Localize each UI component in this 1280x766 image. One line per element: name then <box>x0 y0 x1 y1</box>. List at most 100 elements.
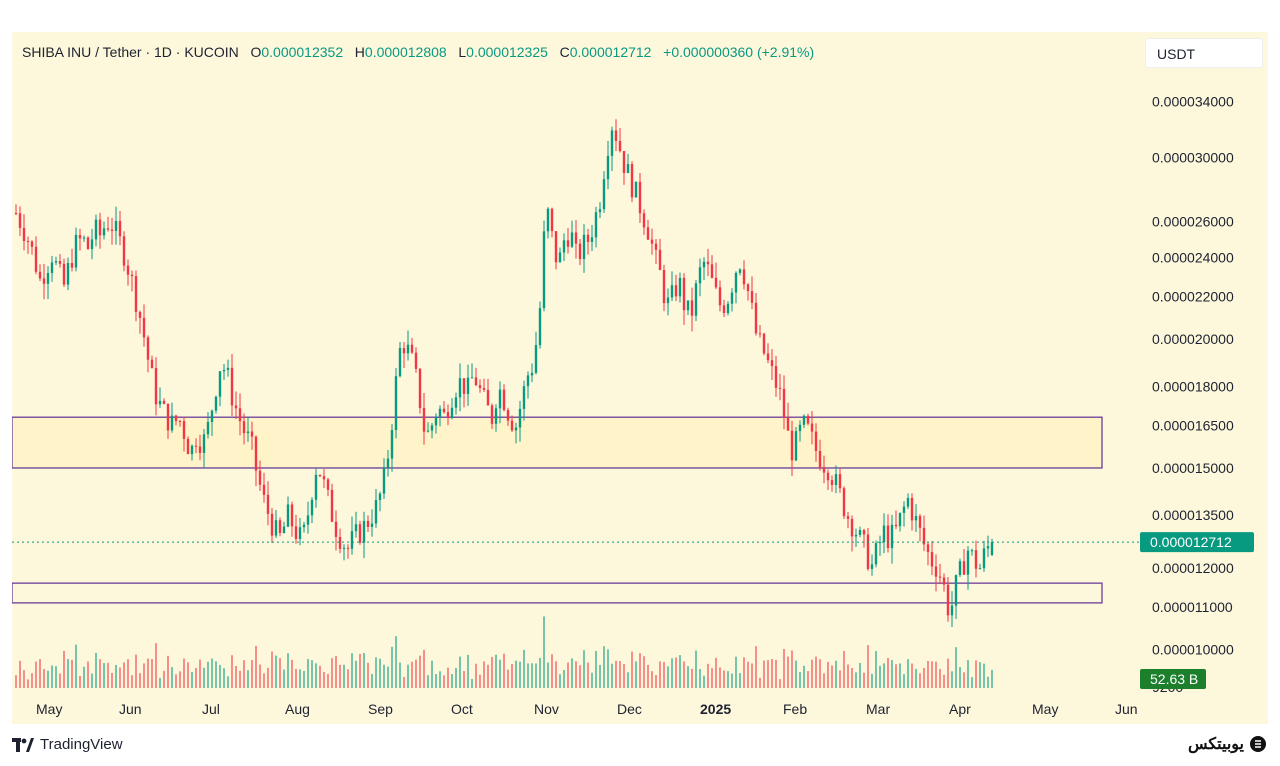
chart-panel[interactable]: 0.000034000 0.000030000 0.000026000 0.00002… <box>12 32 1268 724</box>
volume-bar <box>351 653 353 688</box>
volume-bar <box>171 667 173 688</box>
volume-bar <box>803 665 805 688</box>
candle-body <box>966 550 970 575</box>
candle-body <box>882 525 886 543</box>
candle-body <box>282 526 286 534</box>
candle-body <box>66 262 70 285</box>
candle-body <box>298 527 302 539</box>
candle-body <box>638 181 642 214</box>
candle-body <box>46 273 50 284</box>
change-value: +0.000000360 (+2.91%) <box>663 44 815 60</box>
candle-body <box>350 531 354 549</box>
candle-body <box>262 484 266 495</box>
volume-bar <box>227 676 229 688</box>
volume-bar <box>591 672 593 688</box>
volume-bar <box>467 654 469 688</box>
candle-body <box>558 252 562 263</box>
volume-bar <box>503 653 505 688</box>
candle-body <box>878 542 882 544</box>
candle-body <box>358 524 362 543</box>
symbol-name[interactable]: SHIBA INU / Tether · 1D · KUCOIN <box>22 44 239 60</box>
volume-bar <box>211 658 213 688</box>
candle-body <box>454 397 458 408</box>
volume-bar <box>955 647 957 688</box>
candle-body <box>666 297 670 304</box>
volume-bar <box>723 670 725 688</box>
candle-body <box>970 550 974 552</box>
volume-bar <box>191 671 193 688</box>
candle-body <box>430 425 434 431</box>
candle-body <box>562 240 566 253</box>
candle-body <box>118 220 122 237</box>
currency-selector[interactable]: USDT <box>1145 38 1263 68</box>
candle-body <box>330 489 334 522</box>
candle-body <box>774 366 778 388</box>
volume-bar <box>795 660 797 688</box>
volume-bar <box>551 654 553 688</box>
candle-body <box>630 164 634 198</box>
candle-body <box>526 375 530 387</box>
candle-body <box>626 164 630 174</box>
candle-body <box>950 605 954 616</box>
open-label: O <box>250 44 262 60</box>
candle-body <box>398 348 402 377</box>
volume-bar <box>991 669 993 688</box>
x-tick-label: May <box>1032 701 1058 717</box>
volume-bar <box>387 666 389 688</box>
candle-body <box>318 474 322 477</box>
x-tick-label: Feb <box>783 701 807 717</box>
candle-body <box>850 518 854 537</box>
watermark-text: یوبیتکس <box>1187 736 1244 753</box>
zone-rectangle <box>12 416 1103 469</box>
candle-body <box>550 208 554 232</box>
volume-bar <box>611 663 613 688</box>
candle-body <box>114 220 118 231</box>
candle-body <box>74 234 78 268</box>
x-tick-label: Jun <box>1115 701 1138 717</box>
volume-bar <box>343 664 345 688</box>
volume-bar <box>535 663 537 688</box>
candle-body <box>334 521 338 537</box>
volume-bar <box>459 656 461 688</box>
volume-bar <box>583 650 585 688</box>
x-tick-label: May <box>36 701 62 717</box>
candle-body <box>142 317 146 338</box>
candle-body <box>574 232 578 244</box>
candle-body <box>338 536 342 549</box>
candle-body <box>110 229 114 231</box>
volume-bar <box>879 665 881 688</box>
volume-bar <box>303 670 305 688</box>
volume-bar <box>331 658 333 688</box>
volume-bar <box>755 646 757 688</box>
volume-bar <box>623 664 625 688</box>
volume-bar <box>531 663 533 688</box>
volume-bar <box>431 660 433 688</box>
candle-body <box>922 527 926 545</box>
volume-bar <box>455 667 457 688</box>
volume-bar <box>907 659 909 688</box>
x-tick-label: Jun <box>119 701 142 717</box>
candle-body <box>106 228 110 230</box>
volume-bar <box>787 656 789 688</box>
volume-bar <box>899 663 901 688</box>
volume-bar <box>943 674 945 688</box>
volume-tag <box>1140 669 1206 689</box>
volume-bar <box>719 667 721 688</box>
candle-body <box>230 367 234 406</box>
high-label: H <box>354 44 365 60</box>
candle-body <box>706 261 710 265</box>
tradingview-logo[interactable]: TradingView <box>12 736 123 753</box>
open-value: 0.000012352 <box>261 44 344 60</box>
candle-body <box>482 388 486 390</box>
candle-body <box>658 249 662 270</box>
candle-body <box>42 278 46 284</box>
volume-bar <box>563 670 565 688</box>
volume-bar <box>315 663 317 688</box>
candle-body <box>498 389 502 409</box>
candle-body <box>834 474 838 485</box>
volume-bar <box>603 646 605 688</box>
volume-bar <box>847 664 849 688</box>
volume-bar <box>183 658 185 688</box>
candlestick-chart[interactable]: 0.000034000 0.000030000 0.000026000 0.00002… <box>12 32 1268 724</box>
candle-body <box>450 407 454 418</box>
